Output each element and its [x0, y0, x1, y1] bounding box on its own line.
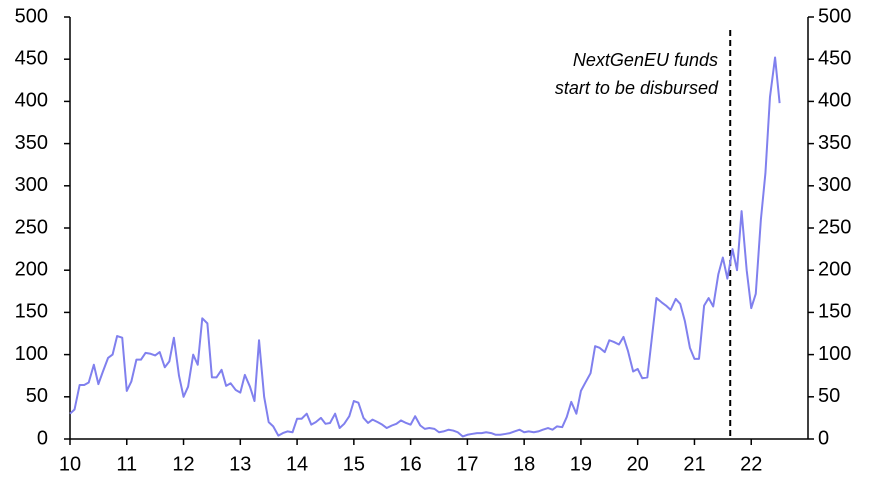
y-tick-label: 50	[26, 385, 48, 407]
data-line	[69, 56, 781, 438]
x-tick-label: 12	[172, 453, 194, 475]
y-tick-label: 400	[15, 90, 48, 112]
x-tick-label: 14	[286, 453, 308, 475]
y2-tick-label: 150	[818, 301, 851, 323]
annotation: NextGenEU funds	[573, 50, 718, 70]
x-tick-label: 17	[456, 453, 478, 475]
y-tick-label: 500	[15, 5, 48, 27]
x-tick-label: 11	[116, 453, 137, 475]
x-tick-label: 22	[740, 453, 762, 475]
y-tick-label: 200	[15, 258, 48, 280]
x-tick-label: 15	[343, 453, 365, 475]
x-tick-label: 18	[513, 453, 535, 475]
y-tick-label: 250	[15, 216, 48, 238]
y-tick-label: 100	[15, 343, 48, 365]
y2-tick-label: 50	[818, 385, 840, 407]
y2-tick-label: 250	[818, 216, 851, 238]
y2-tick-label: 100	[818, 343, 851, 365]
y2-tick-label: 450	[818, 47, 851, 69]
y-tick-label: 0	[37, 427, 48, 449]
y-tick-label: 350	[15, 132, 48, 154]
y2-tick-label: 200	[818, 258, 851, 280]
x-tick-label: 16	[399, 453, 421, 475]
y-tick-label: 150	[15, 301, 48, 323]
y2-tick-label: 300	[818, 174, 851, 196]
y-tick-label: 300	[15, 174, 48, 196]
x-tick-label: 20	[627, 453, 649, 475]
annotation: start to be disbursed	[555, 78, 719, 98]
y2-tick-label: 0	[818, 427, 829, 449]
x-tick-label: 21	[683, 453, 705, 475]
x-tick-label: 13	[229, 453, 251, 475]
y2-tick-label: 500	[818, 5, 851, 27]
y2-tick-label: 400	[818, 90, 851, 112]
x-tick-label: 19	[570, 453, 592, 475]
x-tick-label: 10	[59, 453, 81, 475]
y-tick-label: 450	[15, 47, 48, 69]
y2-tick-label: 350	[818, 132, 851, 154]
